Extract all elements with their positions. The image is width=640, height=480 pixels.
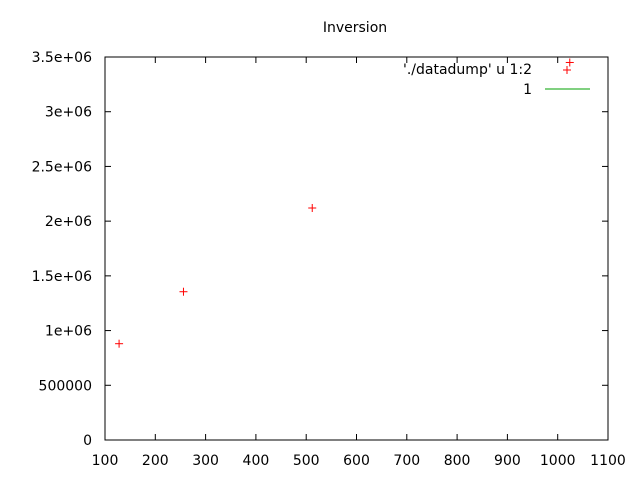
- x-tick-label: 1000: [540, 453, 576, 469]
- x-axis: 100 200 300 400 500 600 700 800 900 1000 1100: [92, 57, 626, 469]
- y-tick-label: 3.5e+06: [32, 50, 93, 66]
- x-tick-label: 700: [393, 453, 420, 469]
- y-axis: 0 500000 1e+06 1.5e+06 2e+06 2.5e+06 3e+06 3.5e…: [32, 50, 608, 449]
- y-tick-label: 1e+06: [45, 324, 92, 340]
- legend: './datadump' u 1:2 1: [403, 62, 590, 98]
- data-point: [115, 339, 124, 348]
- x-tick-label: 900: [494, 453, 521, 469]
- x-tick-label: 100: [92, 453, 119, 469]
- y-tick-label: 1.5e+06: [32, 269, 93, 285]
- x-tick-label: 600: [343, 453, 370, 469]
- data-series: [115, 58, 574, 348]
- x-tick-label: 500: [293, 453, 320, 469]
- x-tick-label: 800: [444, 453, 471, 469]
- y-tick-label: 500000: [39, 378, 92, 394]
- x-tick-label: 200: [142, 453, 169, 469]
- data-point: [308, 204, 317, 213]
- chart-title: Inversion: [323, 20, 387, 36]
- data-point: [565, 58, 574, 67]
- y-tick-label: 2e+06: [45, 214, 92, 230]
- y-tick-label: 2.5e+06: [32, 159, 93, 175]
- y-tick-label: 3e+06: [45, 105, 92, 121]
- y-tick-label: 0: [83, 433, 92, 449]
- plot-area-border: [104, 56, 609, 441]
- legend-label-one: 1: [523, 82, 532, 98]
- x-tick-label: 300: [192, 453, 219, 469]
- legend-marker-datadump: [563, 66, 571, 74]
- data-point: [179, 287, 188, 296]
- x-tick-label: 400: [243, 453, 270, 469]
- x-tick-label: 1100: [590, 453, 626, 469]
- legend-label-datadump: './datadump' u 1:2: [403, 62, 532, 78]
